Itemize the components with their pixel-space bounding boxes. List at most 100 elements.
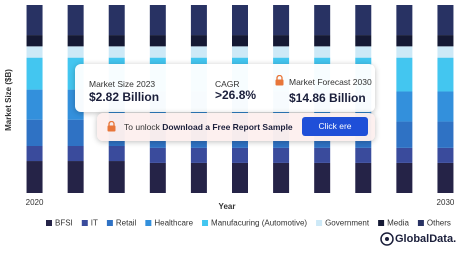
stat-value: $2.82 Billion xyxy=(89,90,160,104)
bar-segment xyxy=(314,147,331,163)
legend-swatch xyxy=(46,220,52,226)
bar-segment xyxy=(232,147,248,163)
bar-segment xyxy=(149,147,166,163)
bar-segment xyxy=(190,35,207,47)
bar-segment xyxy=(396,46,413,58)
bar-segment xyxy=(149,46,166,58)
bar-segment xyxy=(67,46,84,58)
bar-segment xyxy=(67,35,84,47)
bar-segment xyxy=(437,46,454,58)
bar-segment xyxy=(149,5,166,36)
bar-segment xyxy=(108,46,125,58)
bar-segment xyxy=(273,147,290,163)
bar-segment xyxy=(108,161,125,193)
bar-segment xyxy=(190,147,207,163)
stat-value: $14.86 Billion xyxy=(289,91,366,105)
legend-label: IT xyxy=(91,219,98,228)
y-axis-label: Market Size ($B) xyxy=(4,69,13,131)
legend-swatch xyxy=(145,220,152,226)
cta-button[interactable]: Click ere xyxy=(302,117,368,136)
legend-label: Healthcare xyxy=(154,219,193,228)
bar-segment xyxy=(190,162,207,193)
stats-card: Market Size 2023 $2.82 Billion CAGR >26.… xyxy=(75,64,375,112)
bar-segment xyxy=(190,46,207,58)
bar-segment xyxy=(355,46,372,58)
bar-segment xyxy=(437,162,454,193)
bar-segment xyxy=(314,5,331,36)
bar-segment xyxy=(108,35,125,47)
legend-label: Retail xyxy=(116,219,137,228)
legend-label: BFSI xyxy=(55,219,73,228)
bar-segment xyxy=(232,35,248,47)
bar-segment xyxy=(437,91,454,122)
legend-label: Media xyxy=(387,219,409,228)
bar-segment xyxy=(232,162,248,193)
legend-swatch xyxy=(81,220,88,226)
bar-segment xyxy=(67,146,84,162)
bar-segment xyxy=(437,147,454,163)
bar-segment xyxy=(396,91,413,122)
bar-segment xyxy=(273,46,290,58)
bar-segment xyxy=(396,162,413,193)
bar-segment xyxy=(396,147,413,163)
bar-segment xyxy=(26,57,43,90)
bar-segment xyxy=(314,35,331,47)
bar-segment xyxy=(26,119,43,146)
legend-label: Manufacuring (Automotive) xyxy=(211,219,307,228)
bar-segment xyxy=(26,146,43,162)
unlock-text: To unlock Download a Free Report Sample xyxy=(124,122,293,132)
bar-segment xyxy=(273,162,290,193)
x-tick-label: 2020 xyxy=(26,198,44,207)
bar-segment xyxy=(314,46,331,58)
logo-text: GlobalData. xyxy=(395,233,456,245)
stat-value: >26.8% xyxy=(215,88,257,102)
legend-label: Government xyxy=(325,219,370,228)
bar-segment xyxy=(396,121,413,148)
logo: GlobalData. xyxy=(380,232,456,246)
bar-segment xyxy=(67,119,84,146)
bar-segment xyxy=(149,35,166,47)
bar-segment xyxy=(273,5,290,36)
bar-segment xyxy=(26,5,43,36)
bar-segment xyxy=(232,46,248,58)
bar-segment xyxy=(232,5,248,36)
unlock-text: To unlock xyxy=(124,122,160,132)
bar-segment xyxy=(108,146,125,162)
bar-segment xyxy=(437,57,454,92)
bar-segment xyxy=(26,89,43,120)
lock-icon xyxy=(107,121,116,132)
bar-segment xyxy=(67,161,84,193)
bar-segment xyxy=(355,35,372,47)
bar-segment xyxy=(437,35,454,47)
x-tick-label: 2030 xyxy=(437,198,455,207)
lock-icon xyxy=(275,75,284,86)
bar-segment xyxy=(67,5,84,36)
bar-segment xyxy=(396,35,413,47)
bar-segment xyxy=(396,57,413,92)
legend-swatch xyxy=(378,220,385,226)
bar-segment xyxy=(190,5,207,36)
legend-label: Others xyxy=(427,219,451,228)
unlock-bar: To unlock Download a Free Report Sample … xyxy=(97,113,375,141)
bar-segment xyxy=(437,121,454,148)
bar-segment xyxy=(355,5,372,36)
legend-swatch xyxy=(202,220,209,226)
bar-segment xyxy=(437,5,454,36)
bar-segment xyxy=(26,161,43,193)
unlock-link: Download a Free Report Sample xyxy=(162,122,293,132)
bar-segment xyxy=(26,35,43,47)
bar-segment xyxy=(273,35,290,47)
stat-label: Market Size 2023 xyxy=(89,79,156,89)
stat-label: CAGR xyxy=(215,79,240,89)
bar-segment xyxy=(314,162,331,193)
legend-swatch xyxy=(316,220,323,226)
bar-segment xyxy=(396,5,413,36)
bar-segment xyxy=(108,5,125,36)
bar-segment xyxy=(149,162,166,193)
bar-segment xyxy=(355,147,372,163)
stat-label: Market Forecast 2030 xyxy=(289,77,372,87)
bar-segment xyxy=(355,162,372,193)
legend-swatch xyxy=(106,220,113,226)
legend-swatch xyxy=(417,220,424,226)
